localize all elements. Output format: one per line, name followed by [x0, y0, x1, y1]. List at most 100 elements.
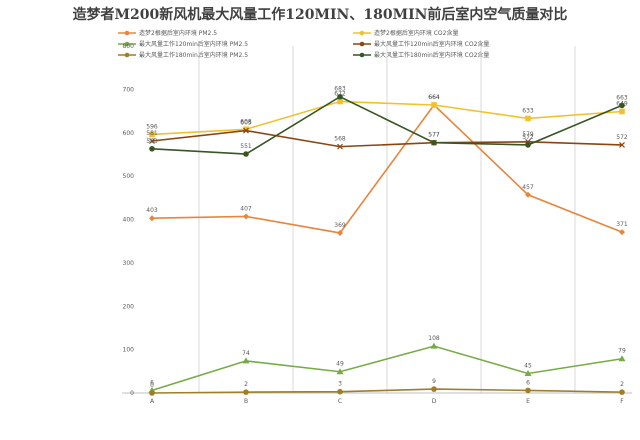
data-label: 9 — [432, 378, 436, 385]
data-label: 568 — [334, 136, 346, 143]
data-label: 551 — [240, 143, 252, 150]
legend-swatch — [353, 30, 371, 35]
y-tick-label: 500 — [123, 173, 135, 180]
data-label: 6 — [150, 379, 154, 386]
legend-item: 最大风量工作180min后室内环境 PM2.5 — [118, 49, 353, 60]
legend-item: 最大风量工作120min后室内环境 CO2含量 — [353, 38, 588, 49]
data-point — [149, 138, 155, 144]
data-label: 633 — [522, 107, 534, 114]
data-label: 596 — [146, 123, 158, 130]
y-tick-label: 300 — [123, 260, 135, 267]
data-label: 2 — [244, 381, 248, 388]
y-tick-label: 0 — [130, 390, 134, 397]
data-point — [525, 387, 531, 394]
legend-label: 最大风量工作120min后室内环境 CO2含量 — [374, 41, 490, 48]
legend-item: 最大风量工作120min后室内环境 PM2.5 — [118, 38, 353, 49]
data-point — [336, 368, 344, 375]
data-point — [431, 102, 437, 108]
data-label: 371 — [616, 221, 628, 228]
y-tick-label: 800 — [123, 43, 135, 50]
data-point — [618, 355, 626, 362]
y-tick-label: 700 — [123, 86, 135, 93]
data-label: 577 — [428, 132, 440, 139]
x-tick-label: C — [338, 398, 342, 405]
x-tick-label: E — [526, 398, 530, 405]
data-point — [243, 151, 249, 157]
data-label: 572 — [616, 134, 628, 141]
x-tick-label: D — [432, 398, 437, 405]
legend-item: 最大风量工作180min后室内环境 CO2含量 — [353, 49, 588, 60]
data-label: 108 — [428, 335, 440, 342]
data-point — [149, 145, 155, 152]
data-label: 79 — [618, 348, 626, 355]
data-label: 74 — [242, 350, 250, 357]
data-label: 2 — [620, 381, 624, 388]
data-point — [430, 342, 438, 349]
data-label: 579 — [522, 131, 534, 138]
data-point — [337, 93, 343, 100]
data-label: 663 — [616, 94, 628, 101]
data-label: 3 — [338, 381, 342, 388]
data-point — [525, 191, 531, 198]
legend-swatch — [353, 52, 371, 57]
data-point — [337, 229, 343, 236]
series-line-0 — [151, 103, 623, 234]
legend-label: 造梦2根据后室内环境 CO2含量 — [374, 30, 459, 37]
data-point — [149, 390, 155, 396]
data-point — [431, 386, 437, 392]
data-label: 0 — [150, 382, 154, 389]
legend-label: 造梦2根据后室内环境 PM2.5 — [139, 30, 218, 37]
data-label: 664 — [428, 94, 440, 101]
series-line-2 — [151, 345, 623, 392]
data-point — [243, 126, 249, 133]
data-label: 605 — [240, 120, 252, 127]
data-point — [619, 229, 625, 236]
data-point — [525, 142, 531, 148]
data-point — [619, 389, 625, 395]
data-point — [337, 98, 343, 105]
data-label: 457 — [522, 184, 534, 191]
x-tick-label: B — [244, 398, 248, 405]
y-tick-label: 600 — [123, 130, 135, 137]
legend-swatch — [118, 30, 136, 35]
data-point — [242, 357, 250, 364]
data-point — [619, 108, 625, 115]
data-label: 403 — [146, 207, 158, 214]
data-label: 608 — [240, 118, 252, 125]
data-label: 6 — [526, 379, 530, 386]
data-label: 683 — [334, 86, 346, 93]
legend-label: 最大风量工作180min后室内环境 PM2.5 — [139, 52, 249, 59]
series-line-3 — [151, 129, 623, 148]
data-point — [524, 369, 532, 376]
legend-label: 最大风量工作180min后室内环境 CO2含量 — [374, 52, 490, 59]
x-tick-label: F — [620, 398, 624, 405]
data-point — [525, 115, 531, 122]
y-tick-label: 100 — [123, 347, 135, 354]
data-point — [149, 131, 155, 138]
data-point — [149, 215, 155, 222]
chart-legend: 造梦2根据后室内环境 PM2.5 造梦2根据后室内环境 CO2含量最大风量工作12… — [118, 27, 588, 60]
legend-item: 造梦2根据后室内环境 PM2.5 — [118, 27, 353, 38]
data-point — [243, 127, 249, 134]
data-label: 45 — [524, 362, 532, 369]
data-label: 407 — [240, 205, 252, 212]
data-point — [243, 389, 249, 395]
data-label: 563 — [146, 138, 158, 145]
data-point — [337, 143, 343, 150]
x-tick-label: A — [150, 398, 155, 405]
chart-title: 造梦者M200新风机最大风量工作120MIN、180MIN前后室内空气质量对比 — [72, 7, 568, 23]
data-label: 664 — [428, 94, 440, 101]
data-point — [243, 213, 249, 220]
data-point — [619, 102, 625, 109]
series-line-5 — [151, 95, 623, 155]
data-label: 49 — [336, 361, 344, 368]
legend-swatch — [118, 41, 136, 46]
data-label: 572 — [522, 134, 534, 141]
data-label: 577 — [428, 132, 440, 139]
y-tick-label: 400 — [123, 217, 135, 224]
legend-item: 造梦2根据后室内环境 CO2含量 — [353, 27, 588, 38]
legend-swatch — [118, 52, 136, 57]
y-tick-label: 200 — [123, 303, 135, 310]
